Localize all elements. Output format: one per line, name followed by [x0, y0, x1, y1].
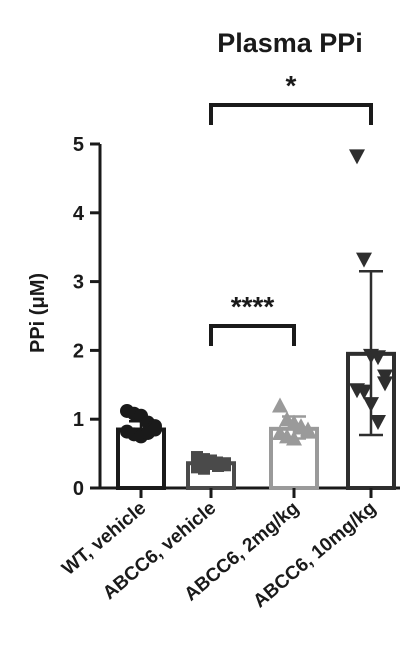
significance-label: **** [231, 291, 275, 322]
y-tick-label: 0 [73, 478, 84, 500]
significance-bracket [209, 324, 296, 346]
data-point [300, 423, 316, 439]
data-point [148, 422, 162, 437]
data-point [377, 376, 393, 392]
y-tick-label: 2 [73, 340, 84, 362]
data-point [370, 414, 386, 430]
data-point [272, 397, 288, 413]
y-tick-label: 4 [73, 203, 85, 225]
data-point [363, 397, 379, 413]
data-point [286, 430, 302, 446]
y-tick-label: 5 [73, 134, 84, 156]
data-point [356, 252, 372, 268]
data-point [219, 457, 231, 470]
y-axis-label: PPi (μM) [27, 273, 49, 353]
significance-label: * [286, 70, 297, 101]
data-point [356, 384, 372, 400]
y-tick-label: 1 [73, 409, 84, 431]
data-point [349, 149, 365, 165]
data-point [370, 350, 386, 366]
significance-bracket [209, 103, 373, 125]
y-tick-label: 3 [73, 272, 84, 294]
chart-title: Plasma PPi [217, 28, 363, 58]
